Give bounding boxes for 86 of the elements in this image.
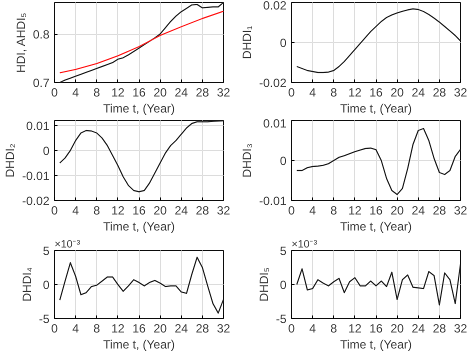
x-tick-label: 12	[348, 86, 362, 100]
x-tick-label: 20	[390, 204, 404, 218]
x-tick-label: 12	[348, 204, 362, 218]
y-tick-label: -5	[276, 312, 287, 326]
y-tick-label: -0.01	[22, 169, 50, 183]
y-axis-title: DHDI₃	[240, 143, 254, 178]
x-tick-label: 24	[174, 204, 188, 218]
x-tick-label: 4	[309, 204, 316, 218]
x-tick-label: 28	[432, 204, 446, 218]
y-tick-label: 0	[280, 36, 287, 50]
x-tick-label: 16	[369, 322, 383, 336]
x-tick-label: 24	[174, 86, 188, 100]
x-tick-label: 8	[93, 86, 100, 100]
x-tick-label: 0	[288, 86, 296, 100]
x-tick-label: 16	[132, 86, 146, 100]
x-tick-label: 28	[432, 86, 446, 100]
x-tick-label: 28	[196, 204, 210, 218]
y-tick-label: 0.01	[263, 116, 287, 130]
y-tick-label: 0.02	[263, 0, 287, 12]
x-tick-label: 20	[390, 322, 404, 336]
x-tick-label: 32	[216, 204, 230, 218]
x-tick-label: 12	[111, 322, 125, 336]
y-axis-title: DHDI₄	[20, 267, 34, 302]
x-tick-label: 4	[72, 322, 80, 336]
y-axis-title: DHDI₂	[3, 143, 18, 178]
x-axis-title: Time t, (Year)	[103, 338, 175, 352]
y-tick-label: 0	[42, 144, 50, 158]
x-tick-label: 16	[132, 322, 146, 336]
x-axis-title: Time t, (Year)	[103, 102, 175, 116]
x-tick-label: 16	[369, 86, 383, 100]
x-tick-label: 12	[111, 204, 125, 218]
x-tick-label: 4	[309, 86, 316, 100]
y-tick-label: 0.01	[26, 119, 50, 133]
x-tick-label: 28	[432, 322, 446, 336]
x-tick-label: 12	[348, 322, 362, 336]
x-tick-label: 8	[330, 86, 338, 100]
x-tick-label: 8	[330, 204, 338, 218]
x-tick-label: 0	[51, 86, 58, 100]
x-tick-label: 8	[93, 204, 100, 218]
x-tick-label: 24	[412, 322, 426, 336]
x-axis-title: Time t, (Year)	[103, 220, 175, 234]
annotation: ×10⁻³	[54, 238, 81, 250]
y-tick-label: 0	[42, 278, 50, 292]
y-tick-label: -0.02	[259, 76, 287, 90]
x-tick-label: 28	[196, 86, 210, 100]
x-tick-label: 32	[454, 322, 468, 336]
x-tick-label: 4	[309, 322, 316, 336]
y-tick-label: -0.02	[22, 194, 50, 208]
x-tick-label: 12	[111, 86, 125, 100]
x-tick-label: 32	[216, 86, 230, 100]
x-tick-label: 24	[412, 204, 426, 218]
x-tick-label: 20	[153, 86, 168, 100]
x-tick-label: 20	[153, 322, 168, 336]
annotation: ×10⁻³	[292, 238, 318, 250]
x-tick-label: 32	[216, 322, 230, 336]
y-tick-label: 0	[280, 154, 287, 168]
x-tick-label: 20	[153, 204, 168, 218]
x-tick-label: 8	[330, 322, 338, 336]
x-tick-label: 0	[288, 322, 296, 336]
y-axis-title: DHDI₁	[240, 26, 254, 60]
x-tick-label: 0	[51, 322, 58, 336]
x-axis-title: Time t, (Year)	[340, 102, 412, 116]
y-tick-label: 5	[280, 244, 287, 258]
x-tick-label: 4	[72, 86, 80, 100]
x-axis-title: Time t, (Year)	[340, 338, 412, 352]
x-tick-label: 16	[132, 204, 146, 218]
x-tick-label: 16	[369, 204, 383, 218]
y-tick-label: 5	[42, 244, 50, 258]
x-tick-label: 24	[174, 322, 188, 336]
y-tick-label: 0	[280, 278, 287, 292]
x-tick-label: 20	[390, 86, 404, 100]
x-tick-label: 8	[93, 322, 100, 336]
y-tick-label: -5	[38, 312, 50, 326]
y-axis-title: HDI, AHDI₅	[14, 12, 28, 73]
x-tick-label: 32	[454, 86, 468, 100]
y-tick-label: 0.7	[32, 76, 50, 90]
y-tick-label: -0.01	[259, 194, 287, 208]
y-axis-title: DHDI₅	[256, 267, 271, 302]
x-tick-label: 4	[72, 204, 80, 218]
x-tick-label: 32	[454, 204, 468, 218]
x-tick-label: 0	[288, 204, 296, 218]
y-tick-label: 0.8	[32, 28, 50, 42]
x-tick-label: 28	[196, 322, 210, 336]
x-axis-title: Time t, (Year)	[340, 220, 412, 234]
x-tick-label: 24	[412, 86, 426, 100]
x-tick-label: 0	[51, 204, 58, 218]
